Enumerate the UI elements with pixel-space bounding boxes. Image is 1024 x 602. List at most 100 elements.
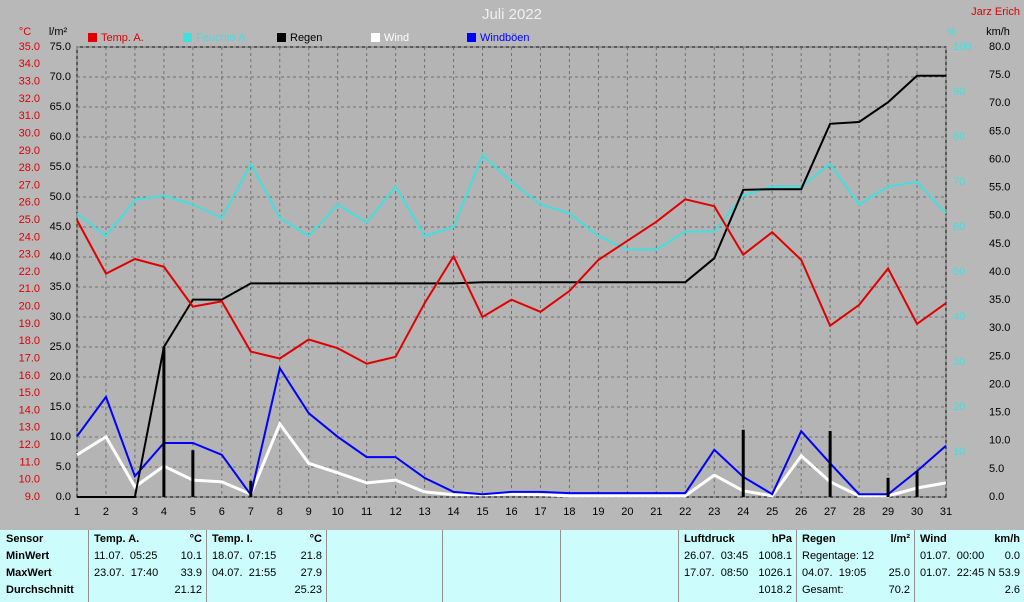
cell-value: 1008.1	[758, 550, 792, 562]
cell-value: 70.2	[888, 584, 910, 596]
cell-value: 0.0	[1004, 550, 1020, 562]
y-tick-label: 32.0	[19, 93, 40, 105]
cell-text: 17.07. 08:50	[684, 567, 749, 579]
y2-tick-label: 40.0	[50, 251, 71, 263]
y3-tick-label: 10	[953, 446, 965, 458]
series-line	[77, 74, 946, 498]
y4-tick-label: 0.0	[989, 491, 1004, 503]
y2-tick-label: 5.0	[56, 461, 71, 473]
y2-tick-label: 50.0	[50, 191, 71, 203]
legend-label: Regen	[290, 32, 322, 44]
y-tick-label: 15.0	[19, 387, 40, 399]
y4-tick-label: 5.0	[989, 463, 1004, 475]
x-tick-label: 1	[74, 506, 80, 518]
rain-bar	[162, 347, 166, 497]
y4-tick-label: 35.0	[989, 294, 1010, 306]
y3-tick-label: 30	[953, 356, 965, 368]
x-tick-label: 27	[824, 506, 836, 518]
x-tick-label: 6	[219, 506, 225, 518]
y2-tick-label: 35.0	[50, 281, 71, 293]
cell-value: l/m²	[890, 533, 910, 545]
y-tick-label: 14.0	[19, 404, 40, 416]
cell-value: 21.8	[300, 550, 322, 562]
x-tick-label: 7	[248, 506, 254, 518]
y-tick-label: 24.0	[19, 231, 40, 243]
chart: Juli 2022 Jarz Erich °C l/m² % km/h 9.0 1…	[19, 6, 1020, 518]
y2-tick-label: 55.0	[50, 161, 71, 173]
y-tick-label: 17.0	[19, 352, 40, 364]
y4-tick-label: 55.0	[989, 182, 1010, 194]
cell-text: Luftdruck	[684, 533, 735, 545]
y4-tick-label: 20.0	[989, 378, 1010, 390]
cell-text: 11.07. 05:25	[94, 550, 158, 562]
x-tick-label: 8	[277, 506, 283, 518]
y-tick-label: 28.0	[19, 162, 40, 174]
x-tick-label: 29	[882, 506, 894, 518]
y-tick-label: 21.0	[19, 283, 40, 295]
y3-tick-label: 70	[953, 176, 965, 188]
cell-value: 21.12	[174, 584, 202, 596]
cell-text: Temp. I.	[212, 533, 253, 545]
cell-text: Wind	[920, 533, 947, 545]
y3-tick-label: 60	[953, 221, 965, 233]
legend-label: Temp. A.	[101, 32, 144, 44]
y2-tick-label: 0.0	[56, 491, 71, 503]
y-tick-label: 34.0	[19, 58, 40, 70]
y2-tick-label: 20.0	[50, 371, 71, 383]
row-label: MaxWert	[6, 567, 52, 579]
cell-value: N 53.9	[987, 567, 1020, 579]
y-tick-label: 9.0	[25, 491, 40, 503]
cell-value: 25.23	[294, 584, 322, 596]
y-tick-label: 13.0	[19, 422, 40, 434]
y2-tick-label: 65.0	[50, 101, 71, 113]
y-tick-label: 10.0	[19, 474, 40, 486]
x-tick-label: 10	[332, 506, 344, 518]
divider	[442, 530, 443, 602]
x-tick-label: 2	[103, 506, 109, 518]
divider	[678, 530, 679, 602]
cell-text: 04.07. 19:05	[802, 567, 867, 579]
x-tick-label: 17	[534, 506, 546, 518]
x-tick-label: 11	[361, 506, 372, 518]
divider	[560, 530, 561, 602]
y-tick-label: 11.0	[19, 456, 40, 468]
x-tick-label: 21	[650, 506, 662, 518]
rain-bar	[191, 450, 195, 497]
rain-bar	[915, 471, 919, 497]
y2-tick-label: 10.0	[50, 431, 71, 443]
y2-tick-label: 45.0	[50, 221, 71, 233]
x-tick-label: 3	[132, 506, 138, 518]
y2-tick-label: 25.0	[50, 341, 71, 353]
author: Jarz Erich	[971, 6, 1020, 18]
y-tick-label: 35.0	[19, 41, 40, 53]
y-tick-label: 23.0	[19, 249, 40, 261]
y4-tick-label: 65.0	[989, 125, 1010, 137]
y2-axis-unit: l/m²	[49, 26, 68, 38]
x-tick-label: 26	[795, 506, 807, 518]
y-tick-label: 16.0	[19, 370, 40, 382]
divider	[88, 530, 89, 602]
cell-text: 01.07. 22:45	[920, 567, 985, 579]
y4-tick-label: 40.0	[989, 266, 1010, 278]
y4-axis-unit: km/h	[986, 26, 1010, 38]
x-tick-label: 14	[447, 506, 459, 518]
legend-label: Feuchte A.	[196, 32, 249, 44]
y4-tick-label: 10.0	[989, 435, 1010, 447]
cell-text: 26.07. 03:45	[684, 550, 749, 562]
y2-tick-label: 15.0	[50, 401, 71, 413]
row-label: MinWert	[6, 550, 50, 562]
y-tick-label: 33.0	[19, 76, 40, 88]
x-tick-label: 13	[418, 506, 430, 518]
y-tick-label: 30.0	[19, 127, 40, 139]
y-tick-label: 12.0	[19, 439, 40, 451]
row-label: Sensor	[6, 533, 44, 545]
rain-bar	[249, 480, 253, 497]
x-tick-label: 4	[161, 506, 167, 518]
y4-tick-label: 50.0	[989, 210, 1010, 222]
y-tick-label: 29.0	[19, 145, 40, 157]
series-line	[76, 420, 947, 498]
y2-tick-label: 70.0	[50, 71, 71, 83]
cell-text: Temp. A.	[94, 533, 140, 545]
cell-value: °C	[309, 533, 322, 545]
cell-value: 1018.2	[758, 584, 792, 596]
